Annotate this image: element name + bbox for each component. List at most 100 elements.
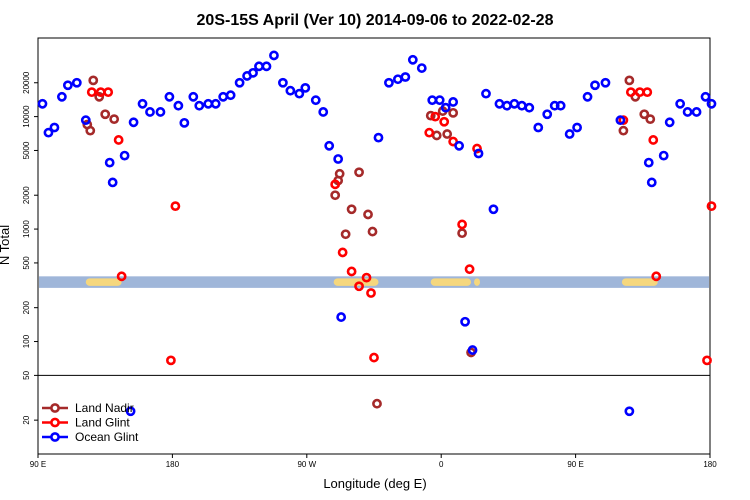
land-nadir-point — [431, 130, 442, 141]
ocean-glint-point — [643, 157, 654, 168]
ocean-glint-point — [590, 80, 600, 91]
ocean-glint-point — [494, 98, 505, 109]
ocean-glint-point — [564, 129, 575, 139]
land-glint-point — [170, 201, 181, 212]
land-band-segment — [621, 278, 658, 286]
ocean-glint-point — [384, 77, 394, 88]
ocean-glint-point — [624, 406, 635, 417]
land-glint-point — [424, 127, 435, 138]
ocean-glint-point — [600, 77, 611, 88]
ocean-glint-legend-label: Ocean Glint — [75, 430, 139, 444]
ocean-glint-point — [294, 88, 305, 99]
land-glint-point — [369, 352, 379, 363]
ocean-glint-point — [582, 91, 593, 102]
land-nadir-point — [109, 114, 120, 125]
land-nadir-point — [618, 125, 629, 136]
land-nadir-point — [85, 125, 96, 136]
ocean-glint-point — [179, 117, 190, 128]
ocean-glint-point — [400, 72, 411, 82]
ocean-glint-point — [392, 74, 403, 85]
ocean-glint-point — [194, 100, 205, 111]
y-tick-label: 10000 — [22, 105, 31, 128]
land-glint-point — [625, 87, 636, 98]
land-nadir-point — [367, 226, 378, 237]
ocean-glint-point — [467, 345, 478, 355]
land-nadir-point — [88, 75, 99, 86]
land-nadir-point — [363, 209, 373, 220]
ocean-glint-point — [203, 98, 214, 109]
land-band-segment — [430, 278, 472, 286]
ocean-glint-point — [481, 88, 491, 99]
land-nadir-point — [100, 109, 111, 120]
land-glint-point — [642, 87, 653, 98]
ocean-glint-point — [700, 91, 711, 102]
land-nadir-point — [354, 167, 364, 178]
x-tick-label: 90 E — [30, 460, 46, 469]
land-glint-point — [706, 201, 717, 212]
y-tick-label: 20 — [22, 415, 31, 424]
ocean-glint-point — [137, 98, 148, 109]
land-nadir-point — [645, 114, 656, 125]
ocean-glint-point — [234, 77, 245, 88]
y-tick-label: 5000 — [22, 141, 31, 159]
land-glint-legend-label: Land Glint — [75, 416, 130, 430]
ocean-glint-point — [555, 100, 566, 111]
ocean-glint-point — [145, 107, 155, 117]
ocean-glint-point — [473, 148, 484, 159]
land-nadir-point — [457, 228, 468, 239]
y-tick-label: 1000 — [22, 220, 31, 238]
land-glint-point — [166, 355, 176, 366]
ocean-glint-point — [104, 157, 115, 168]
ocean-glint-point — [502, 100, 512, 111]
ocean-glint-point — [572, 122, 582, 133]
ocean-glint-point — [107, 177, 118, 188]
ocean-glint-point — [706, 98, 717, 109]
land-glint-point — [366, 288, 376, 298]
land-glint-point — [86, 87, 97, 98]
land-glint-point — [346, 266, 357, 277]
ocean-glint-point — [218, 91, 229, 102]
ocean-glint-point — [188, 91, 199, 102]
ocean-glint-point — [509, 98, 520, 109]
land-glint-point — [439, 116, 450, 127]
y-tick-label: 200 — [22, 300, 31, 314]
x-tick-label: 0 — [439, 460, 444, 469]
ocean-glint-point — [254, 61, 264, 72]
ocean-glint-point — [336, 312, 347, 322]
land-nadir-point — [94, 91, 105, 102]
land-nadir-point — [346, 204, 357, 215]
x-tick-label: 180 — [166, 460, 180, 469]
ocean-glint-point — [324, 140, 335, 151]
ocean-glint-point — [460, 316, 470, 327]
ocean-glint-point — [62, 80, 73, 91]
ocean-land-band — [39, 276, 709, 288]
ocean-glint-point — [664, 117, 675, 128]
y-tick-label: 100 — [22, 334, 31, 348]
land-glint-point — [430, 111, 441, 122]
ocean-glint-point — [269, 50, 279, 61]
land-glint-point — [116, 271, 127, 282]
chart-title: 20S-15S April (Ver 10) 2014-09-06 to 202… — [197, 12, 554, 29]
land-glint-point — [361, 272, 372, 283]
x-tick-label: 90 E — [567, 460, 583, 469]
x-tick-label: 180 — [703, 460, 717, 469]
ocean-glint-point — [373, 132, 384, 143]
ocean-glint-point — [416, 63, 427, 73]
ocean-glint-point — [658, 150, 669, 161]
land-glint-point — [457, 219, 468, 230]
ocean-glint-point — [155, 107, 166, 117]
ocean-glint-point — [488, 204, 499, 215]
x-axis-title: Longitude (deg E) — [323, 476, 426, 491]
y-tick-label: 500 — [22, 256, 31, 270]
y-axis-title: N Total — [0, 225, 12, 265]
land-nadir-point — [425, 110, 436, 121]
ocean-glint-point — [440, 102, 451, 113]
land-glint-point — [113, 135, 124, 145]
ocean-glint-point — [128, 117, 139, 128]
y-tick-label: 2000 — [22, 186, 31, 204]
ocean-glint-point — [646, 177, 657, 188]
land-nadir-legend-marker — [50, 403, 60, 413]
x-tick-label: 90 W — [297, 460, 316, 469]
ocean-glint-point — [524, 102, 535, 113]
